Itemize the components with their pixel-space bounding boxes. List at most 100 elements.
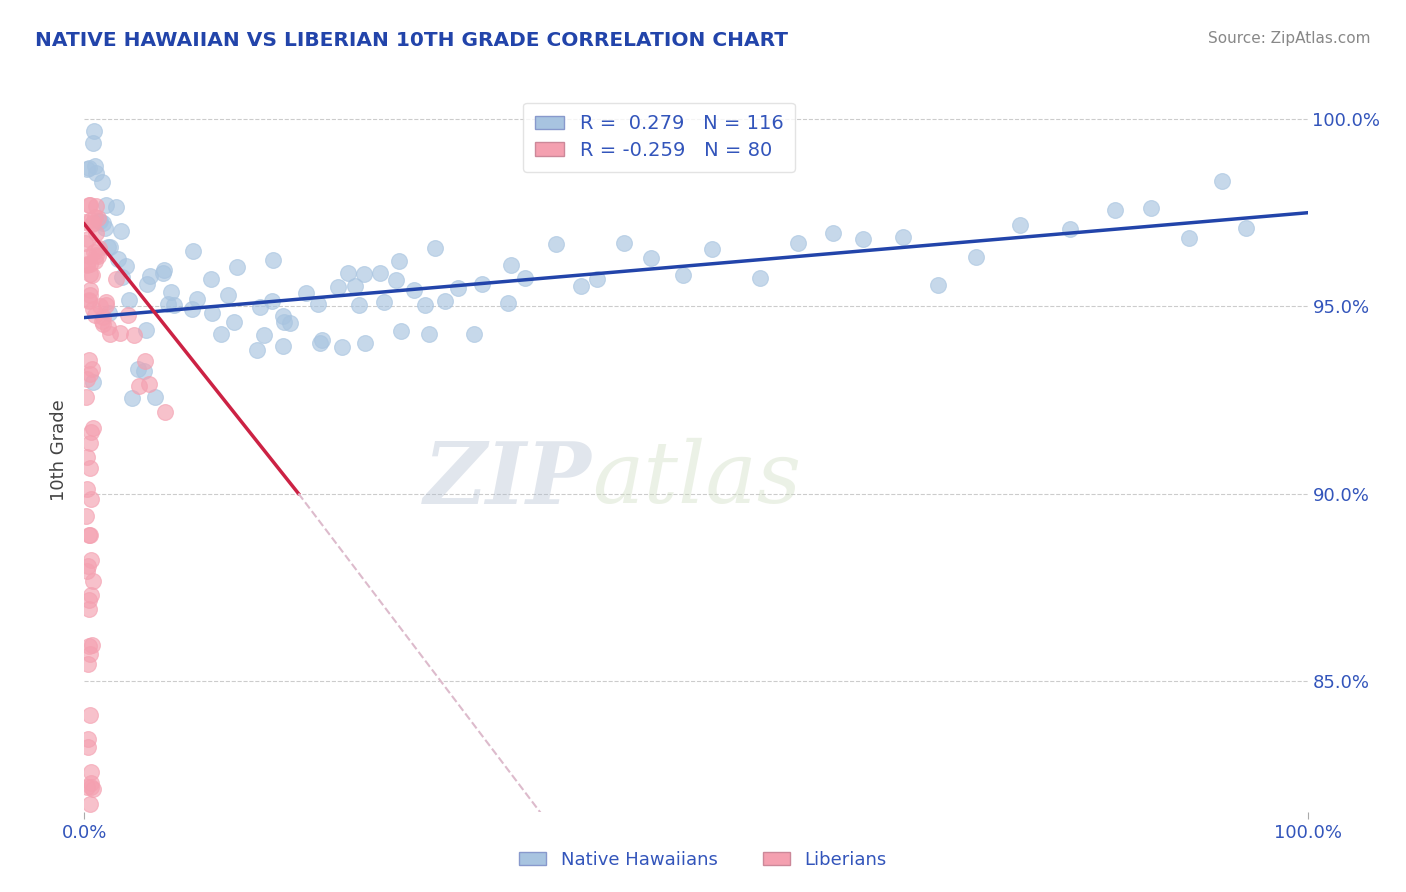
Point (343, 278, 366, 293)
Point (132, 364, 155, 378)
Point (82, 421, 104, 435)
Point (217, 288, 239, 302)
Point (152, 266, 174, 280)
Point (117, 308, 139, 322)
Point (186, 292, 208, 306)
Point (181, 301, 204, 316)
Point (183, 244, 205, 258)
Point (96, 198, 118, 212)
Point (111, 269, 134, 284)
Point (569, 279, 592, 293)
Point (278, 317, 301, 331)
Point (309, 335, 332, 350)
Point (77, 732, 100, 747)
Point (965, 250, 987, 264)
Point (82, 216, 104, 230)
Point (201, 306, 224, 320)
Point (80, 780, 103, 794)
Point (134, 354, 156, 368)
Point (80, 588, 103, 602)
Point (91, 317, 114, 331)
Point (77, 198, 100, 212)
Point (87, 214, 110, 228)
Point (86, 211, 108, 226)
Point (163, 298, 186, 312)
Point (75, 390, 97, 404)
Text: NATIVE HAWAIIAN VS LIBERIAN 10TH GRADE CORRELATION CHART: NATIVE HAWAIIAN VS LIBERIAN 10TH GRADE C… (35, 31, 789, 50)
Point (91, 314, 114, 328)
Point (76, 259, 98, 273)
Point (97, 305, 120, 319)
Point (79, 367, 101, 381)
Point (77, 249, 100, 263)
Point (253, 328, 276, 343)
Point (135, 323, 157, 337)
Point (501, 258, 523, 272)
Point (136, 277, 159, 291)
Point (353, 267, 375, 281)
Point (89, 214, 111, 228)
Point (76, 372, 98, 386)
Point (82, 301, 104, 316)
Point (76, 450, 98, 464)
Point (1010, 219, 1032, 233)
Point (79, 647, 101, 661)
Point (83, 210, 105, 224)
Point (79, 198, 101, 212)
Point (413, 298, 436, 312)
Point (117, 293, 139, 307)
Point (1211, 174, 1233, 188)
Point (200, 271, 222, 285)
Text: Source: ZipAtlas.com: Source: ZipAtlas.com (1208, 31, 1371, 46)
Point (271, 310, 294, 324)
Point (77, 528, 100, 542)
Point (105, 200, 128, 214)
Point (373, 295, 395, 310)
Point (79, 797, 101, 811)
Point (76, 780, 98, 794)
Point (347, 297, 370, 311)
Point (94, 221, 117, 235)
Point (1140, 201, 1163, 215)
Point (749, 270, 772, 285)
Point (295, 285, 318, 300)
Point (127, 362, 149, 376)
Point (84, 166, 107, 180)
Text: atlas: atlas (592, 438, 801, 521)
Point (79, 293, 101, 308)
Point (209, 326, 232, 341)
Point (222, 315, 245, 329)
Point (423, 241, 446, 255)
Point (153, 405, 176, 419)
Point (79, 283, 101, 297)
Point (260, 293, 283, 308)
Point (82, 574, 104, 588)
Point (76, 483, 98, 497)
Point (82, 136, 104, 151)
Point (447, 281, 470, 295)
Point (77, 739, 100, 754)
Y-axis label: 10th Grade: 10th Grade (51, 400, 69, 501)
Text: ZIP: ZIP (425, 438, 592, 521)
Point (84, 226, 107, 240)
Point (114, 259, 136, 273)
Point (1059, 222, 1081, 236)
Point (76, 232, 98, 246)
Point (77, 601, 100, 615)
Point (226, 260, 249, 275)
Point (91, 216, 114, 230)
Point (76, 657, 98, 671)
Point (91, 310, 114, 324)
Point (463, 326, 485, 341)
Point (80, 638, 103, 652)
Point (79, 528, 101, 542)
Point (385, 273, 408, 287)
Point (83, 244, 105, 259)
Legend: Native Hawaiians, Liberians: Native Hawaiians, Liberians (512, 844, 894, 876)
Point (86, 248, 108, 262)
Point (98, 327, 121, 342)
Point (82, 217, 104, 231)
Point (79, 461, 101, 475)
Point (821, 227, 844, 241)
Point (496, 296, 519, 310)
